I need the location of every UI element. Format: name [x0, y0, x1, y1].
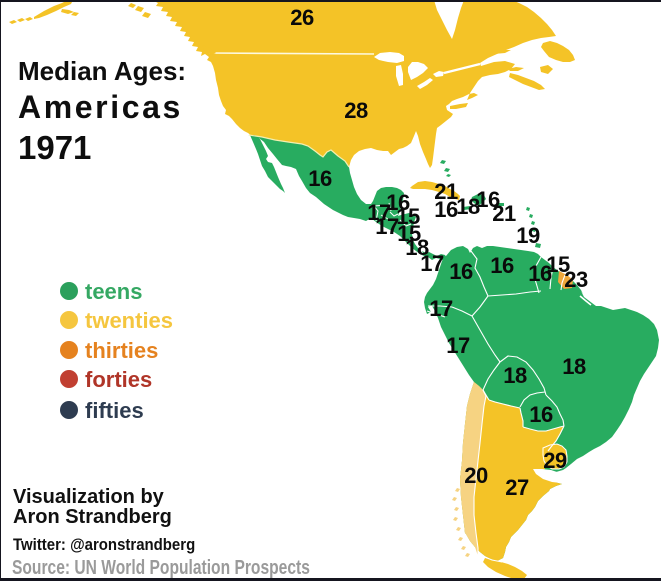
svg-text:21: 21	[492, 201, 516, 226]
svg-text:15: 15	[396, 204, 420, 229]
svg-text:16: 16	[386, 190, 410, 215]
svg-text:17: 17	[429, 296, 453, 321]
svg-text:16: 16	[529, 402, 553, 427]
svg-text:15: 15	[546, 252, 570, 277]
svg-text:21: 21	[434, 179, 458, 204]
svg-text:18: 18	[562, 354, 586, 379]
svg-text:17: 17	[367, 200, 391, 225]
svg-text:18: 18	[456, 194, 480, 219]
svg-text:27: 27	[505, 475, 529, 500]
svg-text:18: 18	[503, 363, 527, 388]
svg-text:15: 15	[397, 221, 421, 246]
svg-text:16: 16	[490, 253, 514, 278]
svg-text:18: 18	[405, 235, 429, 260]
svg-text:23: 23	[564, 267, 588, 292]
svg-text:16: 16	[449, 259, 473, 284]
svg-text:29: 29	[543, 448, 567, 473]
svg-text:26: 26	[290, 5, 314, 30]
svg-text:28: 28	[344, 98, 368, 123]
svg-text:16: 16	[308, 166, 332, 191]
svg-text:17: 17	[446, 333, 470, 358]
svg-text:16: 16	[528, 261, 552, 286]
svg-text:20: 20	[464, 463, 488, 488]
svg-text:16: 16	[434, 197, 458, 222]
svg-text:17: 17	[375, 214, 399, 239]
svg-text:17: 17	[420, 251, 444, 276]
svg-text:16: 16	[476, 187, 500, 212]
svg-text:19: 19	[516, 223, 540, 248]
